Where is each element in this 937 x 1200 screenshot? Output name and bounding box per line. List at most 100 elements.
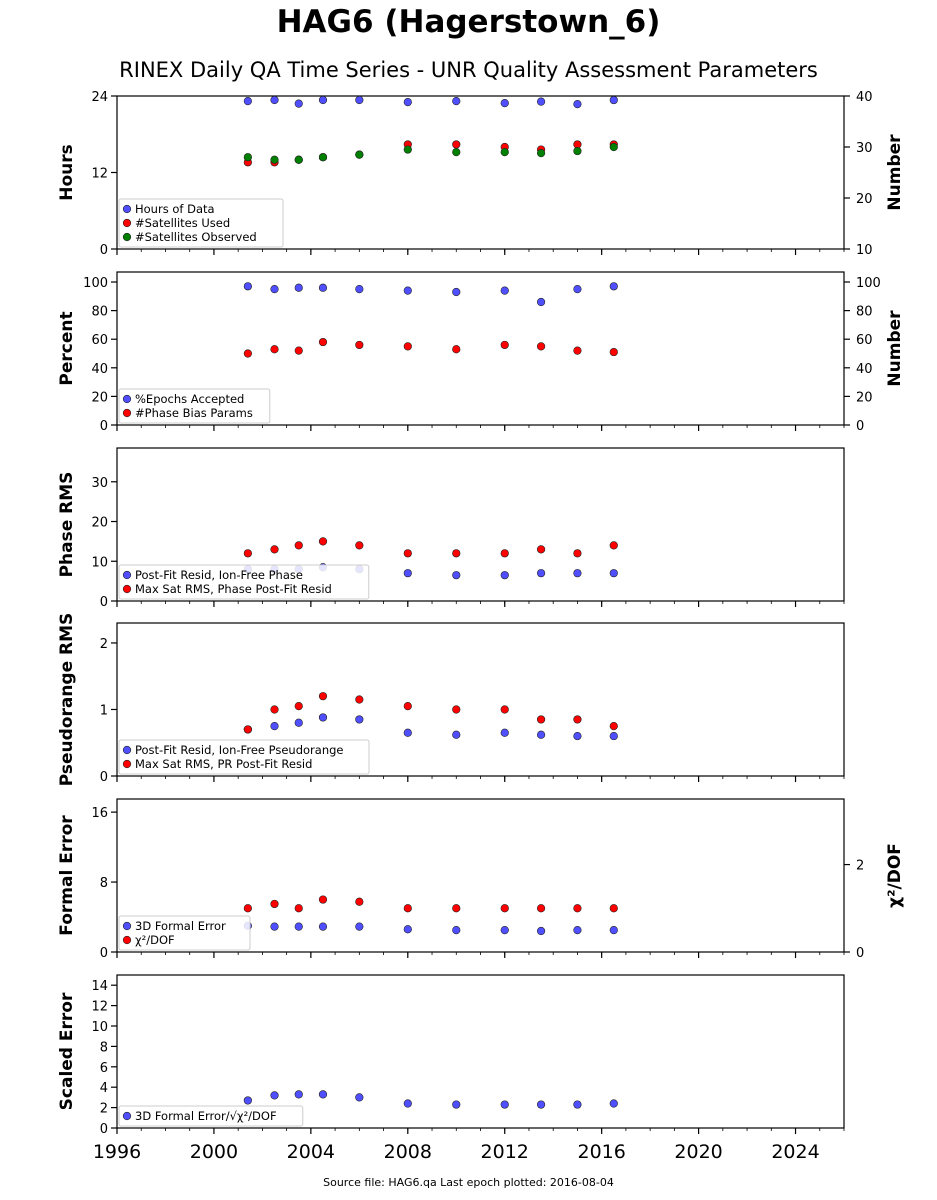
chart-subtitle: RINEX Daily QA Time Series - UNR Quality… (119, 58, 818, 82)
data-point (318, 153, 328, 162)
legend-entry: Post-Fit Resid, Ion-Free Phase (135, 568, 303, 582)
data-point (500, 571, 509, 580)
y-tick-label: 2 (100, 637, 108, 652)
data-point (500, 340, 509, 350)
data-point (573, 549, 582, 558)
legend-entry: Post-Fit Resid, Ion-Free Pseudorange (135, 743, 343, 757)
legend-box (118, 915, 251, 951)
data-point (452, 287, 461, 297)
data-point (294, 541, 303, 550)
x-tick-label: 2000 (190, 1141, 238, 1163)
y-right-tick-label: 30 (856, 141, 873, 156)
legend-marker (122, 584, 132, 594)
panel-6: 1996 2000 2004 2008 2012 2016 2020 2024 0 2 4 6 8 10 1… (57, 974, 845, 1163)
data-point (355, 922, 364, 931)
y-right-axis-label: Number (885, 134, 905, 211)
y-tick-label: 4 (100, 1081, 108, 1096)
x-tick-label: 2012 (481, 1141, 529, 1163)
y-axis-label: Hours (57, 144, 77, 201)
data-point (573, 904, 582, 913)
data-point (500, 148, 509, 157)
data-point (573, 100, 582, 109)
data-point (536, 149, 546, 158)
data-point (270, 95, 279, 105)
data-point (536, 715, 546, 724)
data-point (403, 702, 412, 711)
panel-4: 0 1 2 Pseudorange RMS Post-Fit Resid, Ion-Fr… (57, 613, 845, 786)
data-point (609, 569, 618, 578)
data-point (403, 1099, 412, 1108)
y-right-axis-label: χ²/DOF (885, 843, 905, 908)
data-point (403, 549, 412, 558)
x-tick-label: 2020 (674, 1141, 722, 1163)
data-point (452, 96, 461, 106)
x-tick-label: 2016 (577, 1141, 625, 1163)
legend-entry: 3D Formal Error/√χ²/DOF (135, 1109, 277, 1123)
data-point (536, 904, 546, 913)
legend-marker (122, 232, 132, 242)
data-point (318, 895, 328, 904)
data-point (609, 142, 618, 152)
data-point (294, 1090, 303, 1099)
data-point (243, 96, 252, 106)
data-point (609, 904, 618, 913)
data-point (318, 713, 328, 722)
data-point (294, 346, 303, 355)
legend-marker (122, 759, 132, 769)
legend-box (118, 739, 370, 775)
data-point (318, 692, 328, 701)
data-point (536, 297, 546, 307)
legend-entry: Max Sat RMS, PR Post-Fit Resid (135, 757, 312, 771)
y-axis-label: Formal Error (57, 815, 77, 936)
legend-marker (122, 1111, 132, 1121)
y-tick-label: 16 (91, 806, 108, 821)
legend-marker (122, 408, 132, 418)
data-point (270, 922, 279, 931)
data-point (403, 286, 412, 295)
data-point (609, 722, 618, 731)
x-tick-label: 2024 (771, 1141, 819, 1163)
y-tick-label: 24 (91, 90, 108, 105)
y-tick-label: 60 (91, 333, 108, 348)
x-tick-label: 2004 (287, 1141, 335, 1163)
data-point (573, 1100, 582, 1109)
data-point (355, 285, 364, 294)
data-point (452, 730, 461, 739)
chart-title: HAG6 (Hagerstown_6) (276, 4, 661, 40)
data-point (403, 98, 412, 107)
y-tick-label: 12 (91, 1000, 108, 1015)
data-point (403, 145, 412, 154)
data-point (609, 926, 618, 935)
y-axis-label: Percent (57, 311, 77, 385)
data-point (609, 1099, 618, 1108)
y-right-tick-label: 20 (856, 192, 873, 207)
data-point (573, 926, 582, 935)
data-point (452, 904, 461, 913)
legend-entry: Hours of Data (135, 202, 215, 216)
y-tick-label: 12 (91, 167, 108, 182)
y-right-tick-label: 0 (856, 946, 864, 961)
y-tick-label: 10 (91, 555, 108, 570)
data-point (452, 140, 461, 149)
data-point (452, 549, 461, 558)
y-tick-label: 10 (91, 1020, 108, 1035)
data-point (294, 702, 303, 711)
data-point (355, 695, 364, 704)
data-point (452, 571, 461, 580)
data-point (573, 731, 582, 741)
data-point (500, 549, 509, 558)
legend-entry: χ²/DOF (135, 933, 175, 947)
y-tick-label: 30 (91, 476, 108, 491)
data-point (270, 1091, 279, 1100)
source-footer: Source file: HAG6.qa Last epoch plotted:… (323, 1176, 614, 1189)
data-point (243, 153, 252, 162)
data-point (573, 146, 582, 156)
data-point (294, 922, 303, 931)
data-point (536, 342, 546, 351)
data-point (294, 718, 303, 727)
data-point (318, 337, 328, 347)
y-tick-label: 0 (100, 595, 108, 610)
y-tick-label: 0 (100, 770, 108, 785)
